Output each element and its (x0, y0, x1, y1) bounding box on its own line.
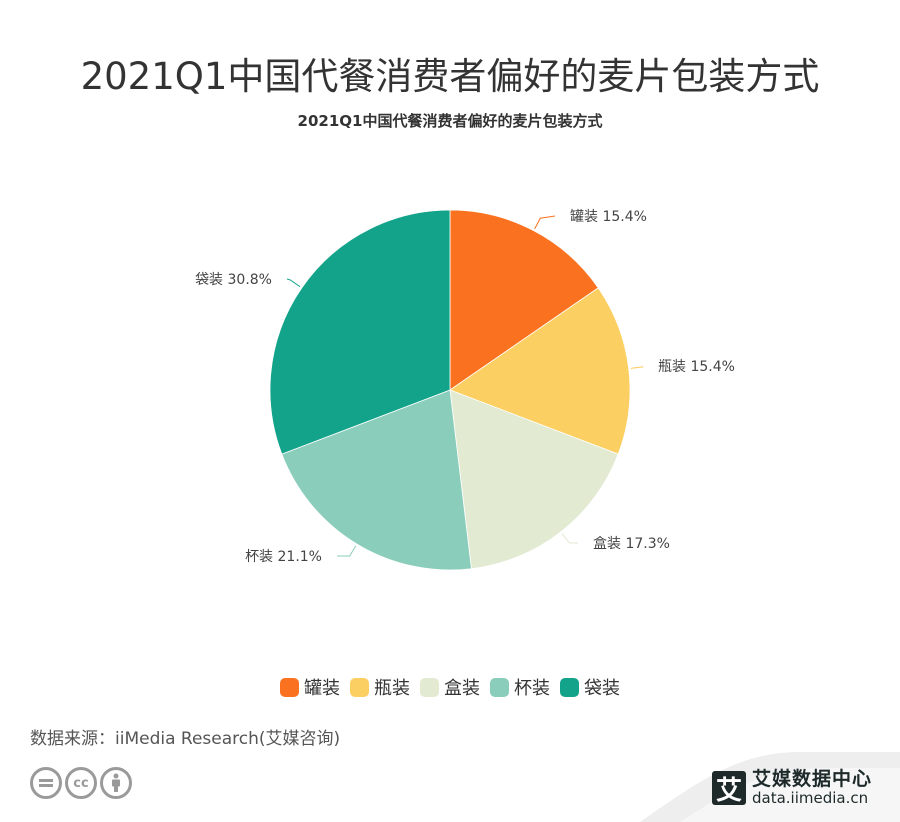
legend-swatch (350, 677, 369, 697)
pie-slice[interactable] (269, 209, 451, 455)
slice-label: 瓶装 15.4% (658, 359, 735, 375)
slice-label: 罐装 15.4% (570, 209, 647, 225)
legend-swatch (560, 677, 579, 697)
legend-item-cup[interactable]: 杯装 (490, 674, 550, 700)
leader-line (286, 278, 301, 288)
leader-line (336, 545, 357, 557)
leader-line (534, 215, 556, 230)
legend: 罐装 瓶装 盒装 杯装 袋装 (0, 674, 900, 700)
brand: 艾 艾媒数据中心 data.iimedia.cn (712, 770, 872, 806)
legend-item-box[interactable]: 盒装 (420, 674, 480, 700)
leader-line (630, 365, 644, 369)
data-source: 数据来源：iiMedia Research(艾媒咨询) (30, 729, 341, 749)
pie-slice[interactable] (449, 389, 619, 570)
brand-url: data.iimedia.cn (752, 789, 869, 807)
legend-item-bag[interactable]: 袋装 (560, 674, 620, 700)
brand-name: 艾媒数据中心 (752, 768, 873, 790)
pie-slice[interactable] (281, 389, 472, 571)
legend-label: 杯装 (514, 678, 550, 699)
leader-line (561, 533, 579, 544)
nd-icon (30, 767, 62, 799)
legend-label: 盒装 (444, 678, 480, 699)
by-icon (100, 767, 132, 799)
slice-label: 杯装 21.1% (245, 549, 322, 565)
cc-icon: cc (65, 767, 97, 799)
license-icons: cc (30, 767, 132, 799)
pie-slice[interactable] (449, 209, 599, 391)
legend-item-can[interactable]: 罐装 (280, 674, 340, 700)
legend-item-bottle[interactable]: 瓶装 (350, 674, 410, 700)
legend-label: 瓶装 (374, 678, 410, 699)
brand-logo-icon: 艾 (712, 771, 746, 806)
legend-label: 袋装 (584, 678, 620, 699)
pie-slice[interactable] (449, 287, 631, 455)
legend-swatch (490, 677, 509, 697)
legend-swatch (280, 677, 299, 697)
slice-label: 袋装 30.8% (195, 272, 272, 288)
pie-chart: 罐装 15.4% 瓶装 15.4% 盒装 17.3% 杯装 21.1% 袋装 30.8% (195, 209, 735, 571)
page-title: 2021Q1中国代餐消费者偏好的麦片包装方式 (80, 55, 820, 98)
slice-label: 盒装 17.3% (593, 535, 670, 552)
legend-swatch (420, 677, 439, 697)
legend-label: 罐装 (304, 678, 340, 699)
chart-title: 2021Q1中国代餐消费者偏好的麦片包装方式 (297, 112, 603, 130)
